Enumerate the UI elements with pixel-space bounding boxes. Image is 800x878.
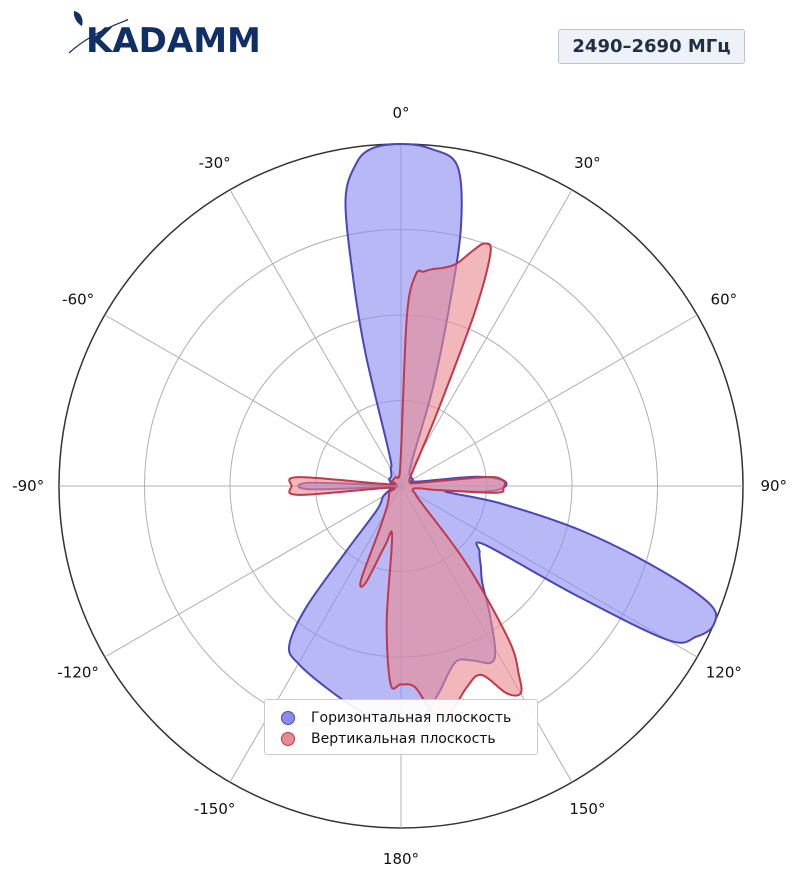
series-vertical [288, 242, 523, 718]
angular-gridline [400, 189, 573, 487]
angle-tick-label: -30° [199, 154, 231, 172]
angle-tick-label: 30° [574, 154, 601, 172]
logo-leaf [73, 11, 83, 26]
angle-tick-labels: 0° 30° 60° 90° 120° 150° 180° -150° -120° -90° -60… [12, 104, 787, 868]
legend-marker-vertical [281, 731, 295, 746]
legend-item-vertical[interactable]: Вертикальная плоскость [281, 728, 537, 749]
legend-marker-horizontal [281, 710, 295, 725]
angle-tick-label: 60° [711, 291, 738, 309]
series-layer [287, 143, 718, 724]
angle-tick-label: 90° [760, 477, 787, 495]
legend-label-vertical: Вертикальная плоскость [311, 730, 496, 747]
frequency-badge: 2490–2690 МГц [558, 29, 745, 64]
angle-tick-label: -120° [57, 663, 99, 681]
angle-tick-label: -60° [62, 291, 94, 309]
logo-wordmark: KADAMM [86, 21, 261, 60]
angular-gridline [104, 314, 402, 487]
legend-label-horizontal: Горизонтальная плоскость [311, 709, 512, 726]
legend-item-horizontal[interactable]: Горизонтальная плоскость [281, 707, 537, 728]
legend: Горизонтальная плоскость Вертикальная пл… [264, 699, 538, 755]
angle-tick-label: 120° [706, 663, 742, 681]
angle-tick-label: 150° [569, 800, 605, 818]
angle-tick-label: -90° [12, 477, 44, 495]
angle-tick-label: -150° [194, 800, 236, 818]
angle-tick-label: 180° [383, 850, 419, 868]
angular-gridline [229, 189, 402, 487]
angular-gridline [104, 485, 402, 658]
logo-swoosh [68, 19, 129, 54]
angle-tick-label: 0° [392, 104, 409, 122]
kadamm-logo: KADAMM [68, 11, 261, 60]
angular-gridline [400, 314, 698, 487]
